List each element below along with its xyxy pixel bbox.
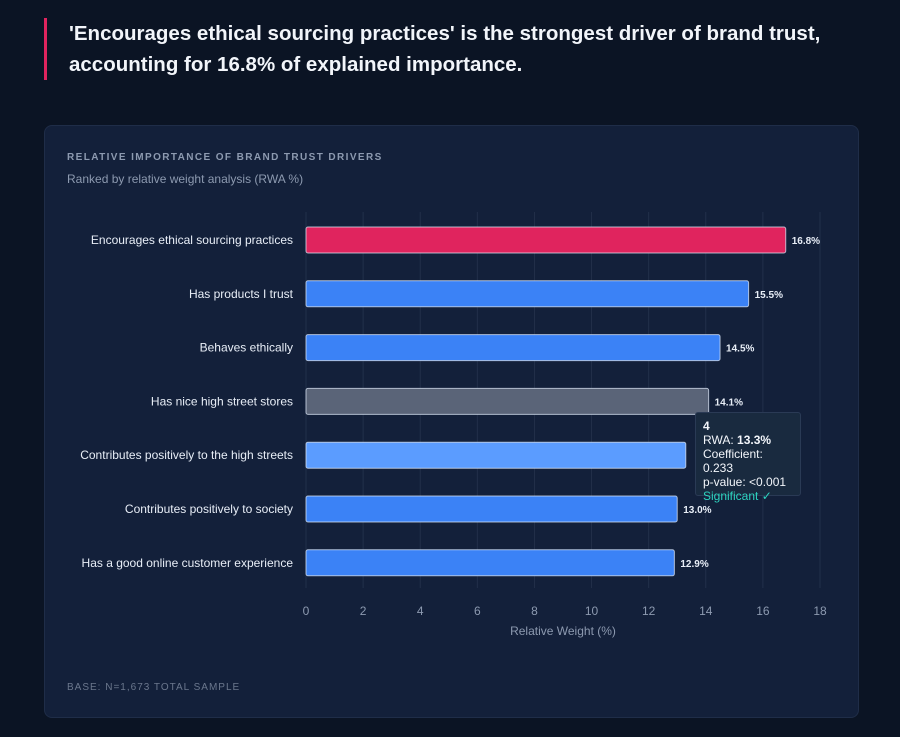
bar bbox=[305, 549, 675, 577]
bar bbox=[305, 495, 678, 523]
headline-block: 'Encourages ethical sourcing practices' … bbox=[44, 18, 889, 80]
category-label: Contributes positively to society bbox=[125, 502, 293, 516]
bar bbox=[305, 441, 687, 469]
tooltip-p-value: p-value: <0.001 bbox=[703, 475, 787, 489]
bar bbox=[305, 387, 710, 415]
chart-subtitle: Ranked by relative weight analysis (RWA … bbox=[67, 172, 304, 186]
data-label: 14.5% bbox=[726, 344, 754, 355]
headline-text: 'Encourages ethical sourcing practices' … bbox=[69, 22, 821, 76]
data-label: 12.9% bbox=[680, 559, 708, 570]
category-label: Contributes positively to the high stree… bbox=[80, 448, 293, 462]
tooltip-rwa: RWA: 13.3% bbox=[703, 433, 793, 447]
bar bbox=[305, 334, 721, 362]
x-tick-label: 0 bbox=[303, 604, 310, 618]
bar-chart: Encourages ethical sourcing practices 16.… bbox=[80, 212, 827, 638]
data-label: 14.1% bbox=[715, 397, 743, 408]
chart-card: RELATIVE IMPORTANCE OF BRAND TRUST DRIVE… bbox=[44, 125, 859, 718]
category-label: Encourages ethical sourcing practices bbox=[91, 233, 293, 247]
tooltip-rwa-label: RWA: bbox=[703, 433, 738, 447]
tooltip-title: 4 bbox=[703, 419, 710, 433]
base-note: BASE: N=1,673 TOTAL SAMPLE bbox=[67, 682, 241, 693]
bar bbox=[305, 280, 750, 308]
chart-title: RELATIVE IMPORTANCE OF BRAND TRUST DRIVE… bbox=[67, 152, 383, 163]
x-tick-label: 8 bbox=[531, 604, 538, 618]
tooltip-rwa-value: 13.3% bbox=[737, 433, 772, 447]
category-label: Has a good online customer experience bbox=[82, 556, 294, 570]
tooltip-significance: Significant ✓ bbox=[703, 489, 772, 503]
x-tick-label: 12 bbox=[642, 604, 656, 618]
x-tick-label: 6 bbox=[474, 604, 481, 618]
x-tick-label: 4 bbox=[417, 604, 424, 618]
data-label: 13.0% bbox=[683, 505, 711, 516]
x-axis-title: Relative Weight (%) bbox=[510, 624, 616, 638]
bar-tooltip: 4 RWA: 13.3% Coefficient: 0.233 p-value:… bbox=[695, 412, 801, 503]
x-tick-label: 14 bbox=[699, 604, 713, 618]
x-tick-label: 18 bbox=[813, 604, 827, 618]
data-label: 15.5% bbox=[755, 290, 783, 301]
tooltip-coefficient: Coefficient: 0.233 bbox=[703, 447, 763, 475]
category-label: Has nice high street stores bbox=[151, 394, 293, 408]
x-tick-label: 2 bbox=[360, 604, 367, 618]
data-label: 16.8% bbox=[792, 236, 820, 247]
x-tick-label: 10 bbox=[585, 604, 599, 618]
category-label: Has products I trust bbox=[189, 287, 294, 301]
category-label: Behaves ethically bbox=[200, 341, 293, 355]
bar bbox=[305, 226, 787, 254]
x-tick-label: 16 bbox=[756, 604, 770, 618]
